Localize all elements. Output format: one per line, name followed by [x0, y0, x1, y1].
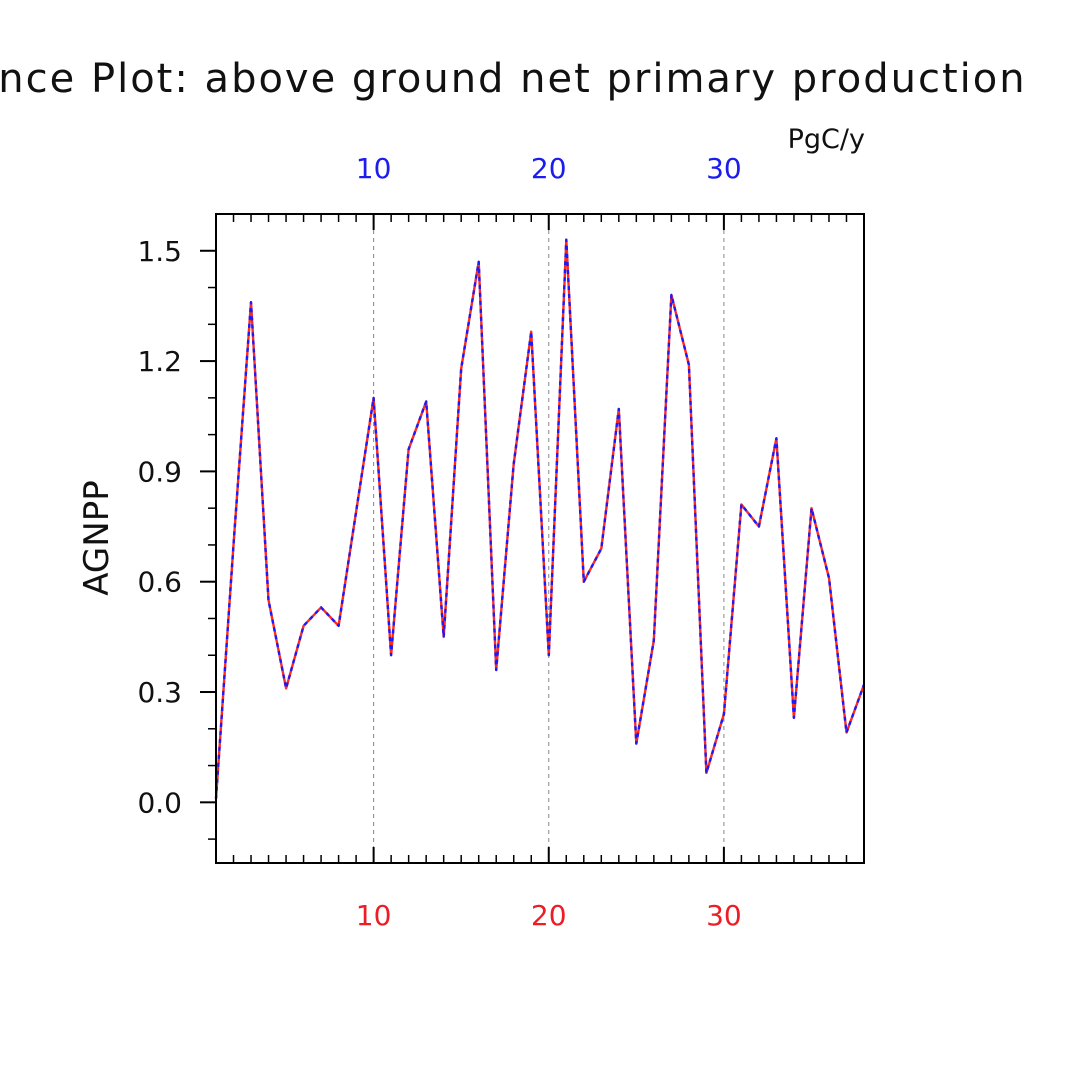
- x-tick-label-top: 20: [531, 152, 567, 185]
- x-tick-label-top: 10: [356, 152, 392, 185]
- y-tick-label: 0.9: [137, 455, 182, 488]
- y-tick-label: 0.3: [137, 676, 182, 709]
- y-tick-label: 1.5: [137, 235, 182, 268]
- y-axis-label: AGNPP: [77, 480, 117, 595]
- y-tick-label: 0.6: [137, 566, 182, 599]
- axis-ticks: [200, 214, 865, 863]
- y-tick-label: 1.2: [137, 345, 182, 378]
- chart-title: Difference Plot: above ground net primar…: [0, 56, 1027, 102]
- x-tick-label-bottom: 20: [531, 899, 567, 932]
- plot-frame: [215, 213, 865, 864]
- series-line-red: [214, 238, 866, 799]
- data-series: [214, 238, 866, 799]
- x-tick-label-bottom: 10: [356, 899, 392, 932]
- series-line-blue-dashed: [214, 238, 866, 799]
- x-tick-label-bottom: 30: [706, 899, 742, 932]
- units-label: PgC/y: [788, 124, 865, 155]
- x-tick-label-top: 30: [706, 152, 742, 185]
- y-tick-label: 0.0: [137, 786, 182, 819]
- tick-labels: 10 10 20 20 30 30 0.0 0.3 0.6 0.9 1.2 1.5: [137, 152, 741, 932]
